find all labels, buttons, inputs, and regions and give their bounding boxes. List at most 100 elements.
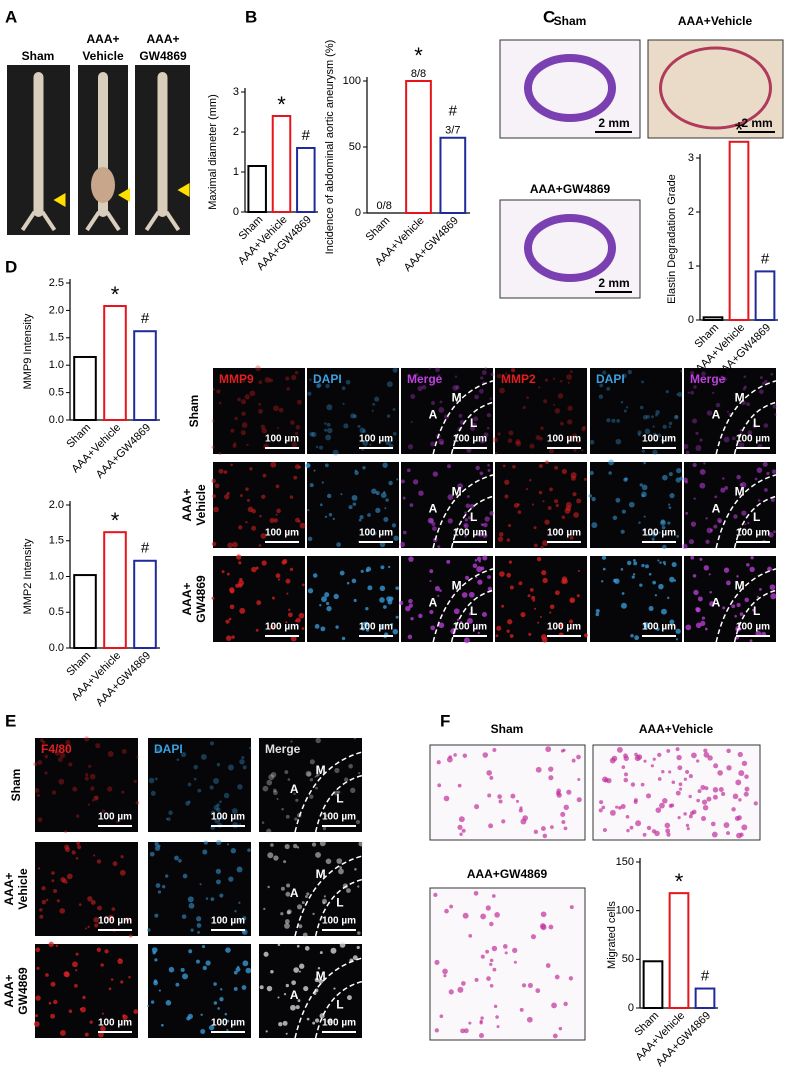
cell — [652, 757, 656, 761]
cell — [502, 944, 508, 949]
signal — [387, 599, 393, 605]
signal — [723, 567, 730, 573]
signal — [316, 769, 321, 773]
signal — [385, 498, 389, 502]
signal — [325, 434, 332, 441]
signal — [51, 871, 55, 875]
signal — [59, 908, 66, 914]
boundary — [432, 380, 494, 455]
signal — [58, 778, 65, 785]
signal — [324, 428, 328, 432]
bar — [133, 330, 157, 421]
signal — [284, 919, 290, 924]
scale-bar-label: 100 µm — [453, 622, 487, 633]
signal — [695, 607, 701, 613]
signal — [318, 978, 324, 984]
signal — [613, 578, 617, 583]
cell — [712, 787, 719, 793]
signal — [643, 528, 646, 532]
signal — [589, 470, 594, 476]
cell — [495, 1015, 499, 1019]
y-tick-label: 0 — [355, 207, 361, 219]
signal — [238, 525, 243, 530]
signal — [284, 922, 290, 929]
aorta-branch — [85, 210, 121, 232]
y-axis-label: MMP9 Intensity — [22, 313, 34, 389]
cell — [615, 805, 619, 809]
signal — [725, 366, 729, 370]
cell — [711, 831, 718, 838]
signal — [324, 463, 329, 468]
signal — [755, 630, 762, 637]
signal — [726, 410, 730, 413]
signal — [129, 934, 133, 938]
bar — [73, 355, 97, 422]
signal — [382, 462, 388, 468]
signal — [764, 488, 768, 492]
migration-image — [429, 744, 586, 841]
signal — [682, 543, 688, 549]
signal — [218, 401, 222, 405]
cell — [741, 824, 748, 831]
signal — [322, 826, 327, 831]
signal — [464, 535, 467, 538]
signal — [655, 413, 659, 417]
boundary — [314, 980, 363, 1039]
signal — [82, 995, 86, 1000]
signal — [645, 564, 649, 569]
signal — [616, 419, 621, 423]
signal — [154, 913, 159, 918]
cell — [576, 754, 581, 760]
signal — [95, 743, 101, 749]
region-label: A — [290, 988, 299, 1002]
channel-label: F4/80 — [41, 742, 72, 756]
signal — [333, 790, 339, 796]
signal — [547, 506, 552, 510]
bar — [133, 559, 157, 650]
signal — [384, 507, 387, 510]
cell — [486, 770, 492, 776]
signal — [537, 621, 540, 624]
scale-bar-label: 100 µm — [265, 434, 299, 445]
signal — [212, 388, 216, 391]
signal — [706, 527, 713, 534]
signal — [218, 452, 222, 456]
cell — [563, 826, 568, 831]
signal — [379, 585, 386, 592]
row-label: AAA+ — [2, 872, 16, 905]
signal — [315, 851, 321, 858]
signal — [219, 997, 224, 1002]
micrograph — [213, 556, 305, 642]
signal — [298, 520, 301, 523]
signal — [187, 896, 194, 903]
signal — [256, 600, 262, 606]
signal — [237, 784, 243, 790]
signal — [68, 1009, 73, 1014]
scale-bar-label: 100 µm — [322, 812, 356, 823]
signal — [245, 967, 252, 974]
signal — [211, 445, 215, 449]
y-tick-label: 3 — [688, 152, 694, 164]
signal — [365, 606, 369, 611]
signal — [535, 435, 541, 440]
signal — [298, 924, 303, 929]
signal — [351, 578, 357, 584]
signal — [278, 407, 284, 413]
significance-marker: # — [761, 250, 770, 267]
cell — [703, 752, 710, 758]
signal — [211, 541, 217, 547]
signal — [133, 779, 137, 784]
signal — [306, 1017, 310, 1021]
migration-image — [429, 887, 586, 1041]
signal — [216, 803, 220, 807]
cell — [726, 765, 732, 771]
cell — [744, 774, 749, 779]
image-title: AAA+Vehicle — [639, 722, 714, 736]
signal — [261, 427, 268, 434]
cell — [704, 786, 709, 791]
y-axis-label: Elastin Degradation Grade — [666, 174, 678, 304]
signal — [472, 422, 477, 428]
signal — [695, 445, 702, 452]
signal — [428, 367, 431, 370]
signal — [539, 436, 543, 441]
